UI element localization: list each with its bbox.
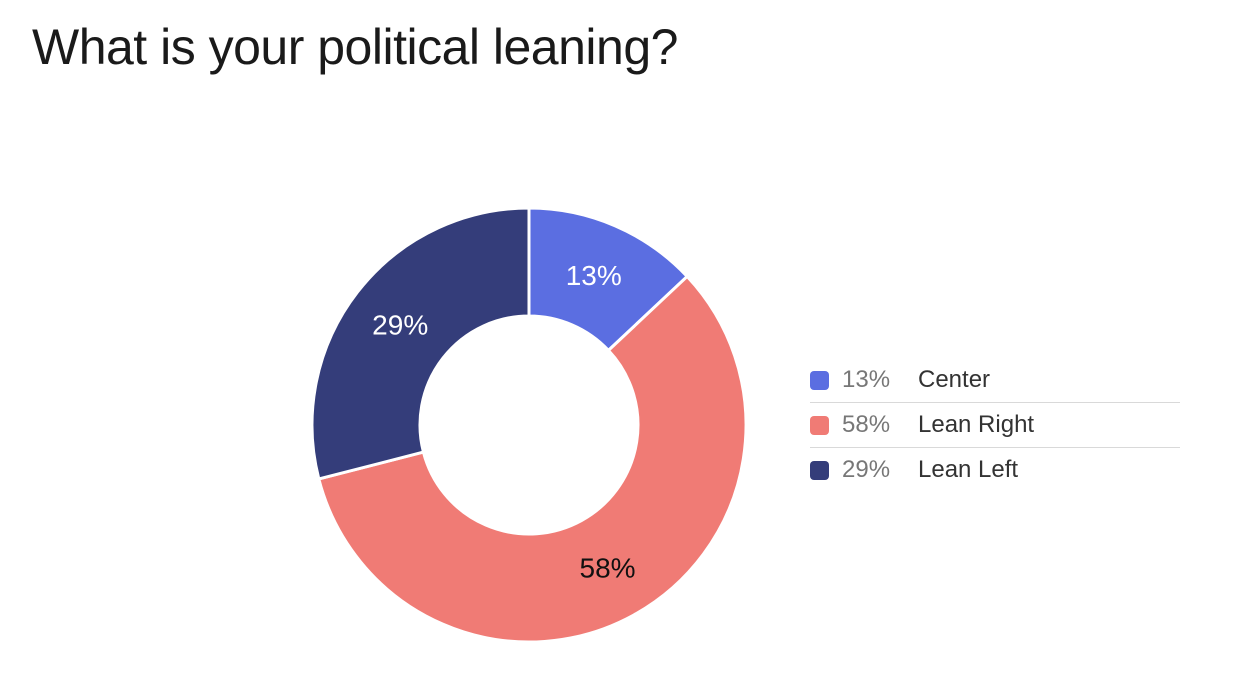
slice-lean-left [310, 206, 531, 481]
legend-swatch-lean-left [810, 460, 829, 480]
legend-swatch-center [810, 370, 829, 390]
legend-label-lean-right: Lean Right [918, 411, 1035, 438]
legend-item-lean-right: 58% Lean Right [810, 403, 1180, 448]
legend-swatch-lean-right [810, 415, 829, 435]
legend-label-center: Center [918, 366, 991, 393]
slice-lean-right [317, 274, 748, 644]
legend-percent-center: 13% [842, 366, 891, 393]
legend-percent-lean-right: 58% [842, 411, 891, 438]
slice-label-lean-left: 29% [372, 310, 428, 341]
legend: 13% Center 58% Lean Right 29% Lean Left [810, 358, 1180, 492]
legend-label-lean-left: Lean Left [918, 456, 1019, 483]
chart-title: What is your political leaning? [32, 19, 678, 75]
slice-label-center: 13% [566, 260, 622, 291]
legend-item-lean-left: 29% Lean Left [810, 448, 1180, 492]
slice-label-lean-right: 58% [580, 552, 636, 583]
legend-item-center: 13% Center [810, 358, 1180, 403]
legend-percent-lean-left: 29% [842, 456, 891, 483]
